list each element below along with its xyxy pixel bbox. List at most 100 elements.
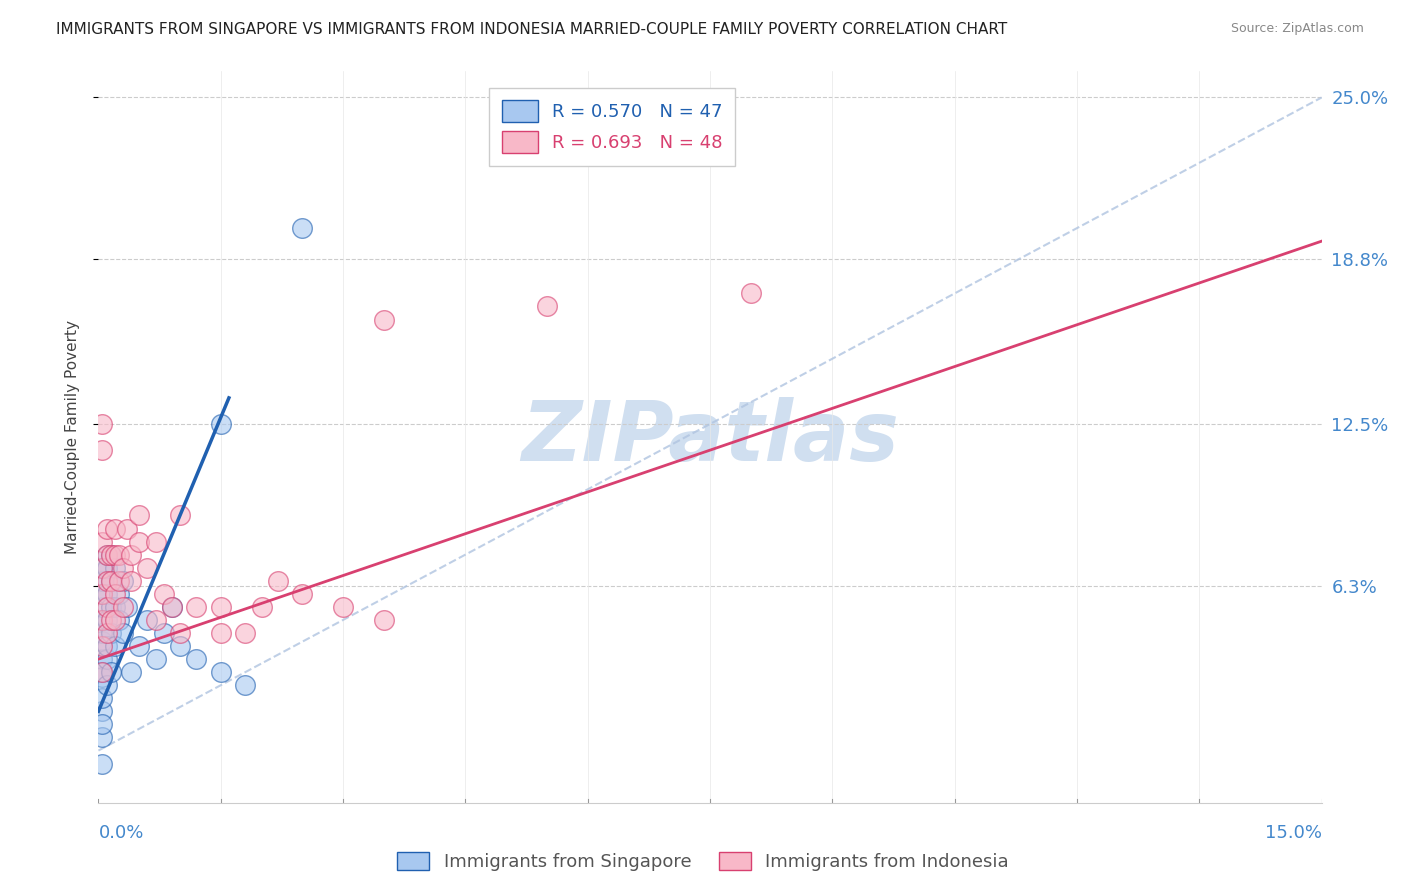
Point — [100, 599, 122, 614]
Point — [233, 626, 256, 640]
Point — [108, 587, 131, 601]
Point — [332, 599, 354, 614]
Point — [96, 613, 118, 627]
Point — [145, 652, 167, 666]
Point — [152, 626, 174, 640]
Text: 15.0%: 15.0% — [1264, 823, 1322, 842]
Point — [120, 574, 142, 588]
Point — [160, 599, 183, 614]
Point — [740, 286, 762, 301]
Point — [96, 548, 118, 562]
Point — [96, 587, 118, 601]
Point — [104, 521, 127, 535]
Point — [100, 548, 122, 562]
Point — [96, 599, 118, 614]
Point — [91, 587, 114, 601]
Point — [91, 633, 114, 648]
Point — [209, 417, 232, 431]
Point — [96, 639, 118, 653]
Point — [91, 534, 114, 549]
Point — [91, 756, 114, 771]
Point — [91, 560, 114, 574]
Point — [104, 639, 127, 653]
Point — [111, 560, 134, 574]
Point — [96, 574, 118, 588]
Point — [91, 731, 114, 745]
Point — [91, 613, 114, 627]
Text: Source: ZipAtlas.com: Source: ZipAtlas.com — [1230, 22, 1364, 36]
Point — [96, 548, 118, 562]
Point — [209, 626, 232, 640]
Point — [100, 548, 122, 562]
Point — [209, 665, 232, 680]
Point — [91, 652, 114, 666]
Text: ZIPatlas: ZIPatlas — [522, 397, 898, 477]
Text: IMMIGRANTS FROM SINGAPORE VS IMMIGRANTS FROM INDONESIA MARRIED-COUPLE FAMILY POV: IMMIGRANTS FROM SINGAPORE VS IMMIGRANTS … — [56, 22, 1008, 37]
Point — [91, 417, 114, 431]
Text: 0.0%: 0.0% — [98, 823, 143, 842]
Point — [91, 665, 114, 680]
Point — [91, 639, 114, 653]
Point — [115, 599, 138, 614]
Point — [91, 587, 114, 601]
Point — [186, 652, 208, 666]
Point — [373, 613, 395, 627]
Point — [536, 300, 558, 314]
Point — [120, 665, 142, 680]
Point — [186, 599, 208, 614]
Point — [96, 652, 118, 666]
Point — [169, 626, 191, 640]
Point — [111, 626, 134, 640]
Point — [91, 599, 114, 614]
Point — [104, 548, 127, 562]
Point — [108, 574, 131, 588]
Point — [136, 613, 159, 627]
Point — [91, 626, 114, 640]
Point — [100, 665, 122, 680]
Point — [91, 705, 114, 719]
Point — [91, 691, 114, 706]
Point — [160, 599, 183, 614]
Point — [100, 574, 122, 588]
Point — [91, 613, 114, 627]
Point — [91, 574, 114, 588]
Point — [115, 521, 138, 535]
Point — [91, 670, 114, 684]
Point — [136, 560, 159, 574]
Point — [104, 560, 127, 574]
Point — [291, 221, 314, 235]
Point — [291, 587, 314, 601]
Y-axis label: Married-Couple Family Poverty: Married-Couple Family Poverty — [65, 320, 80, 554]
Point — [128, 639, 150, 653]
Point — [128, 534, 150, 549]
Point — [96, 626, 118, 640]
Point — [96, 560, 118, 574]
Point — [233, 678, 256, 692]
Point — [91, 717, 114, 731]
Point — [91, 443, 114, 458]
Point — [100, 574, 122, 588]
Point — [267, 574, 290, 588]
Point — [111, 599, 134, 614]
Point — [108, 548, 131, 562]
Point — [100, 613, 122, 627]
Point — [169, 639, 191, 653]
Point — [250, 599, 273, 614]
Point — [111, 574, 134, 588]
Legend: Immigrants from Singapore, Immigrants from Indonesia: Immigrants from Singapore, Immigrants fr… — [389, 845, 1017, 879]
Point — [120, 548, 142, 562]
Point — [100, 626, 122, 640]
Point — [128, 508, 150, 523]
Point — [104, 599, 127, 614]
Point — [209, 599, 232, 614]
Point — [104, 613, 127, 627]
Point — [96, 521, 118, 535]
Point — [104, 587, 127, 601]
Point — [91, 560, 114, 574]
Point — [152, 587, 174, 601]
Point — [96, 678, 118, 692]
Point — [145, 613, 167, 627]
Point — [373, 312, 395, 326]
Point — [108, 613, 131, 627]
Point — [145, 534, 167, 549]
